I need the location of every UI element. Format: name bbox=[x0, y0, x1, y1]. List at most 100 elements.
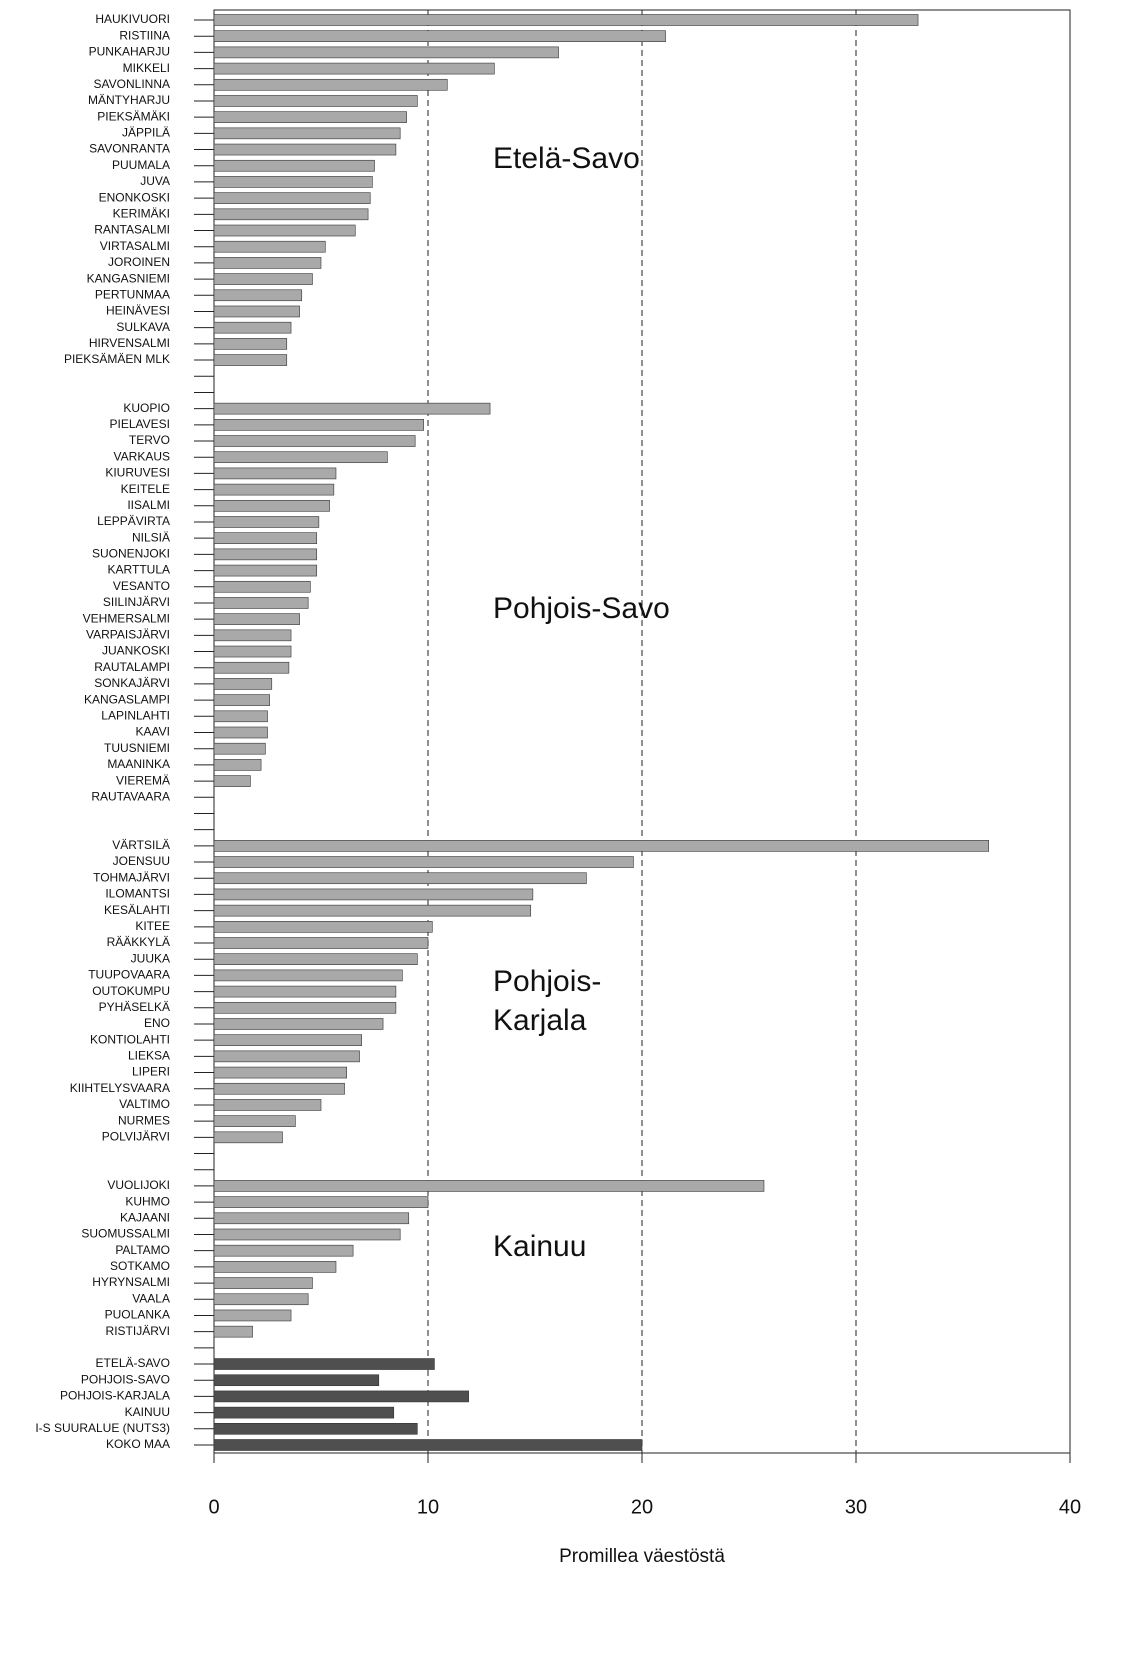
bar bbox=[213, 176, 373, 188]
y-tick-label: VEHMERSALMI bbox=[83, 611, 170, 625]
y-tick-label: NILSIÄ bbox=[132, 530, 170, 544]
bar bbox=[213, 516, 320, 528]
y-tick-label: POHJOIS-SAVO bbox=[81, 1372, 170, 1386]
bar bbox=[213, 759, 262, 771]
y-tick-label: LAPINLAHTI bbox=[101, 708, 170, 722]
y-tick-label: OUTOKUMPU bbox=[92, 984, 170, 998]
bar bbox=[213, 321, 292, 334]
bar bbox=[213, 564, 318, 577]
bar bbox=[213, 597, 309, 609]
y-tick-label: JUUKA bbox=[131, 951, 170, 965]
y-tick-label: KONTIOLAHTI bbox=[90, 1032, 170, 1046]
bar bbox=[213, 289, 303, 302]
y-tick-label: JOROINEN bbox=[108, 255, 170, 269]
y-tick-label: ETELÄ-SAVO bbox=[96, 1356, 170, 1370]
region-label: Pohjois-Savo bbox=[493, 592, 670, 625]
bar bbox=[213, 742, 266, 755]
y-tick-label: RANTASALMI bbox=[94, 223, 170, 237]
region-label: Etelä-Savo bbox=[493, 142, 640, 175]
y-tick-label: SIILINJÄRVI bbox=[103, 595, 170, 609]
x-axis-label: Promillea väestöstä bbox=[559, 1546, 725, 1567]
bar bbox=[213, 240, 326, 253]
y-tick-label: PUOLANKA bbox=[105, 1308, 170, 1322]
y-tick-label: PIELAVESI bbox=[110, 417, 170, 431]
bar bbox=[213, 645, 292, 658]
x-tick-label: 10 bbox=[417, 1496, 439, 1518]
bar bbox=[213, 840, 989, 852]
x-tick-label: 0 bbox=[208, 1496, 219, 1518]
y-tick-label: KUHMO bbox=[125, 1194, 170, 1208]
bar bbox=[213, 14, 919, 26]
region-label: Pohjois- bbox=[493, 965, 601, 998]
bar bbox=[213, 678, 273, 690]
bar bbox=[213, 1001, 397, 1014]
y-tick-label: ENONKOSKI bbox=[99, 190, 170, 204]
y-tick-label: PALTAMO bbox=[115, 1243, 170, 1257]
bar bbox=[213, 305, 300, 318]
bar bbox=[213, 532, 318, 544]
y-tick-label: JÄPPILÄ bbox=[122, 126, 170, 140]
bar bbox=[213, 1099, 322, 1111]
y-tick-label: RISTIINA bbox=[119, 28, 170, 42]
region-label: Kainuu bbox=[493, 1230, 586, 1263]
y-tick-label: VIEREMÄ bbox=[116, 773, 170, 787]
y-tick-label: PYHÄSELKÄ bbox=[99, 1000, 170, 1014]
y-tick-label: ILOMANTSI bbox=[105, 887, 170, 901]
bar bbox=[213, 1018, 384, 1030]
bar bbox=[213, 1196, 429, 1208]
bar bbox=[213, 499, 330, 512]
y-tick-label: JUVA bbox=[140, 174, 170, 188]
bar bbox=[213, 856, 634, 868]
y-tick-label: KAJAANI bbox=[120, 1210, 170, 1224]
y-tick-label: KIURUVESI bbox=[105, 466, 170, 480]
y-tick-label: POHJOIS-KARJALA bbox=[60, 1389, 170, 1403]
y-tick-label: MIKKELI bbox=[123, 61, 170, 75]
y-tick-label: HYRYNSALMI bbox=[92, 1275, 170, 1289]
y-tick-label: KAAVI bbox=[136, 725, 170, 739]
bar bbox=[213, 1180, 765, 1192]
y-tick-label: HEINÄVESI bbox=[106, 304, 170, 318]
bar bbox=[213, 143, 397, 156]
y-tick-label: KOKO MAA bbox=[106, 1437, 170, 1451]
y-tick-label: KANGASNIEMI bbox=[87, 271, 170, 285]
bar bbox=[213, 192, 371, 204]
y-tick-label: POLVIJÄRVI bbox=[102, 1130, 170, 1144]
bar bbox=[213, 1390, 469, 1403]
y-tick-label: KESÄLAHTI bbox=[104, 903, 170, 917]
bar bbox=[213, 969, 403, 982]
bar bbox=[213, 1066, 347, 1079]
y-tick-label: LEPPÄVIRTA bbox=[97, 514, 170, 528]
y-tick-label: MÄNTYHARJU bbox=[88, 93, 170, 107]
bar bbox=[213, 273, 313, 285]
bar bbox=[213, 726, 268, 739]
bar bbox=[213, 483, 335, 496]
bar bbox=[213, 127, 401, 140]
bar bbox=[213, 1309, 292, 1322]
bar bbox=[213, 1050, 360, 1063]
bar bbox=[213, 872, 587, 885]
bar bbox=[213, 1115, 296, 1127]
y-tick-label: KITEE bbox=[135, 919, 170, 933]
bar bbox=[213, 30, 666, 42]
y-tick-label: HAUKIVUORI bbox=[95, 12, 170, 26]
y-tick-label: RISTIJÄRVI bbox=[106, 1324, 170, 1338]
bar bbox=[213, 548, 318, 561]
bar bbox=[213, 904, 532, 917]
y-tick-label: TUUPOVAARA bbox=[88, 968, 170, 982]
bar bbox=[213, 921, 433, 933]
bar bbox=[213, 1131, 283, 1144]
y-tick-label: KAINUU bbox=[125, 1405, 170, 1419]
y-tick-label: I-S SUURALUE (NUTS3) bbox=[35, 1421, 170, 1435]
y-tick-label: VUOLIJOKI bbox=[107, 1178, 170, 1192]
bar bbox=[213, 338, 288, 350]
y-tick-label: MAANINKA bbox=[107, 757, 170, 771]
bar bbox=[213, 467, 337, 480]
x-tick-label: 40 bbox=[1059, 1496, 1081, 1518]
y-tick-label: LIEKSA bbox=[128, 1049, 170, 1063]
bar bbox=[213, 159, 375, 172]
bar bbox=[213, 435, 416, 447]
y-tick-label: PIEKSÄMÄEN MLK bbox=[64, 352, 170, 366]
bar bbox=[213, 1228, 401, 1241]
y-tick-label: SUOMUSSALMI bbox=[81, 1227, 170, 1241]
